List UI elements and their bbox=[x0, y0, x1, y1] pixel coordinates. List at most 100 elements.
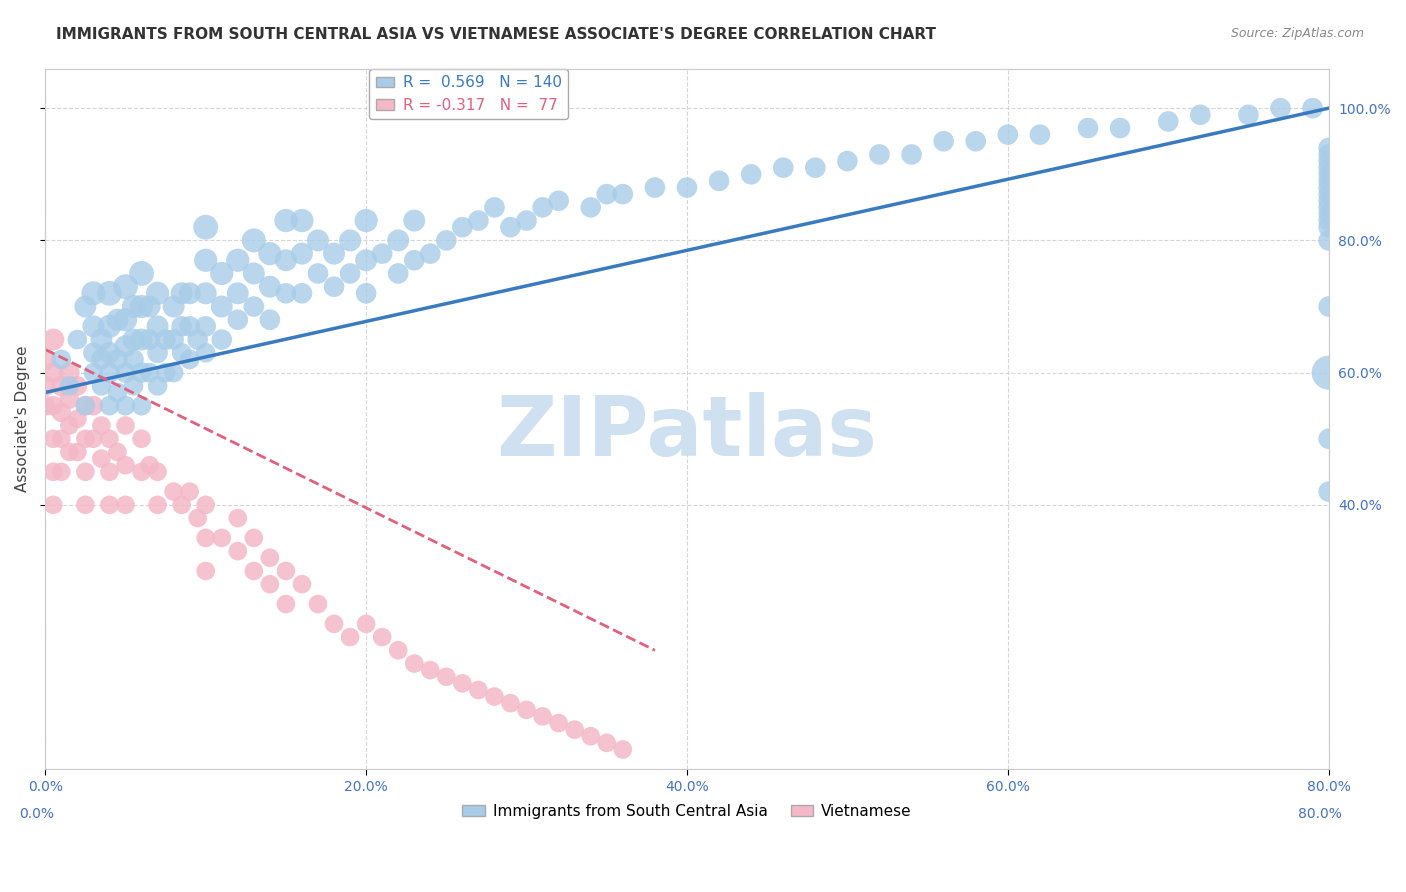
Point bbox=[211, 333, 233, 347]
Point bbox=[547, 194, 569, 208]
Point bbox=[58, 379, 80, 393]
Point bbox=[82, 432, 104, 446]
Point bbox=[515, 213, 537, 227]
Point bbox=[1317, 180, 1340, 194]
Point bbox=[34, 399, 56, 413]
Point bbox=[404, 213, 426, 227]
Point bbox=[51, 379, 73, 393]
Point bbox=[531, 200, 554, 214]
Point bbox=[1317, 147, 1340, 161]
Point bbox=[98, 319, 121, 334]
Point bbox=[131, 399, 153, 413]
Point bbox=[387, 234, 409, 248]
Point bbox=[42, 333, 65, 347]
Point bbox=[75, 498, 97, 512]
Point bbox=[644, 180, 666, 194]
Point bbox=[187, 511, 209, 525]
Point bbox=[211, 300, 233, 314]
Point bbox=[259, 312, 281, 326]
Point bbox=[1317, 484, 1340, 499]
Point bbox=[1109, 121, 1132, 136]
Point bbox=[194, 253, 217, 268]
Point bbox=[1317, 213, 1340, 227]
Text: IMMIGRANTS FROM SOUTH CENTRAL ASIA VS VIETNAMESE ASSOCIATE'S DEGREE CORRELATION : IMMIGRANTS FROM SOUTH CENTRAL ASIA VS VI… bbox=[56, 27, 936, 42]
Point bbox=[98, 465, 121, 479]
Point bbox=[114, 339, 136, 353]
Point bbox=[179, 484, 201, 499]
Point bbox=[1317, 300, 1340, 314]
Point bbox=[564, 723, 586, 737]
Point bbox=[291, 213, 314, 227]
Point bbox=[307, 234, 329, 248]
Point bbox=[194, 531, 217, 545]
Point bbox=[243, 267, 266, 281]
Point bbox=[579, 200, 602, 214]
Text: 80.0%: 80.0% bbox=[1298, 807, 1341, 822]
Point bbox=[82, 319, 104, 334]
Text: 0.0%: 0.0% bbox=[20, 807, 55, 822]
Point bbox=[243, 300, 266, 314]
Point bbox=[170, 319, 193, 334]
Point bbox=[226, 286, 249, 301]
Point bbox=[772, 161, 794, 175]
Point bbox=[82, 346, 104, 360]
Point bbox=[114, 279, 136, 293]
Point bbox=[75, 300, 97, 314]
Point bbox=[75, 465, 97, 479]
Point bbox=[66, 445, 89, 459]
Point bbox=[194, 564, 217, 578]
Point bbox=[131, 465, 153, 479]
Point bbox=[146, 346, 169, 360]
Point bbox=[131, 267, 153, 281]
Point bbox=[138, 333, 160, 347]
Point bbox=[146, 286, 169, 301]
Point bbox=[146, 379, 169, 393]
Text: ZIPatlas: ZIPatlas bbox=[496, 392, 877, 474]
Point bbox=[467, 683, 489, 698]
Point bbox=[226, 544, 249, 558]
Point bbox=[596, 187, 619, 202]
Point bbox=[354, 253, 377, 268]
Point bbox=[131, 300, 153, 314]
Point bbox=[1317, 200, 1340, 214]
Point bbox=[66, 379, 89, 393]
Point bbox=[307, 267, 329, 281]
Point bbox=[66, 333, 89, 347]
Point bbox=[42, 366, 65, 380]
Point bbox=[965, 134, 987, 148]
Point bbox=[114, 312, 136, 326]
Point bbox=[138, 458, 160, 473]
Point bbox=[291, 577, 314, 591]
Point bbox=[804, 161, 827, 175]
Point bbox=[612, 187, 634, 202]
Point bbox=[1317, 194, 1340, 208]
Point bbox=[274, 286, 297, 301]
Point bbox=[371, 246, 394, 260]
Point bbox=[259, 279, 281, 293]
Point bbox=[676, 180, 699, 194]
Text: Source: ZipAtlas.com: Source: ZipAtlas.com bbox=[1230, 27, 1364, 40]
Point bbox=[179, 286, 201, 301]
Point bbox=[434, 234, 457, 248]
Point bbox=[1317, 220, 1340, 235]
Point bbox=[354, 213, 377, 227]
Point bbox=[339, 267, 361, 281]
Point bbox=[42, 432, 65, 446]
Point bbox=[484, 200, 506, 214]
Point bbox=[51, 432, 73, 446]
Point bbox=[42, 465, 65, 479]
Point bbox=[1237, 108, 1260, 122]
Point bbox=[1317, 174, 1340, 188]
Point bbox=[259, 577, 281, 591]
Point bbox=[179, 319, 201, 334]
Point bbox=[387, 267, 409, 281]
Point bbox=[194, 346, 217, 360]
Point bbox=[146, 498, 169, 512]
Point bbox=[434, 670, 457, 684]
Point bbox=[211, 531, 233, 545]
Point bbox=[90, 352, 112, 367]
Point bbox=[114, 399, 136, 413]
Point bbox=[243, 234, 266, 248]
Point bbox=[291, 246, 314, 260]
Point bbox=[58, 445, 80, 459]
